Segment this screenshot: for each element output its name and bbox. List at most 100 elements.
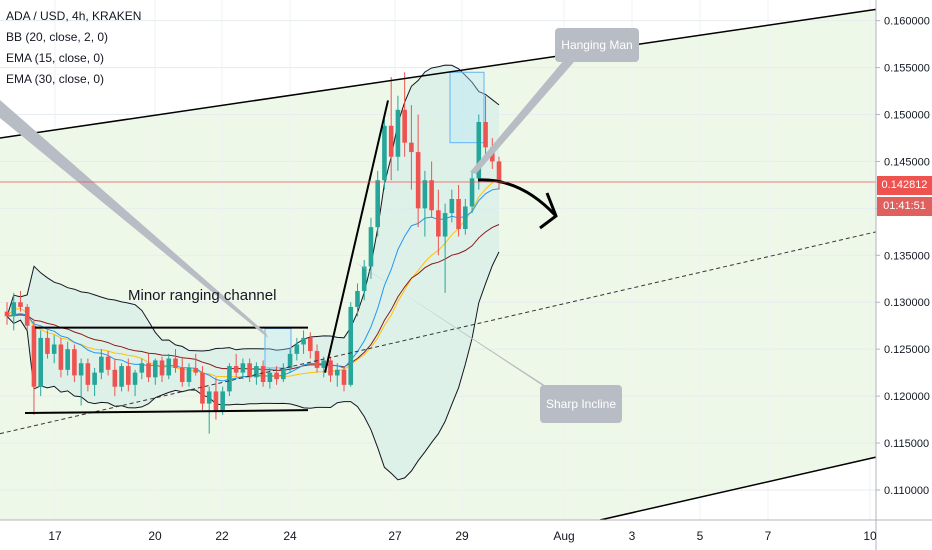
candle-body: [422, 180, 428, 209]
y-tick-label: 0.115000: [884, 438, 929, 450]
y-tick-label: 0.155000: [884, 63, 930, 75]
candle-body: [334, 369, 340, 376]
candle-body: [92, 372, 97, 385]
candle-body: [179, 367, 185, 383]
candle-body: [368, 227, 374, 267]
candle-body: [456, 198, 461, 230]
candle-body: [24, 306, 30, 326]
x-tick-label: 3: [629, 529, 636, 543]
countdown-badge: 01:41:51: [877, 197, 932, 216]
candle-body: [159, 360, 165, 376]
sharp-incline-callout[interactable]: Sharp Incline: [540, 385, 622, 423]
candle-body: [388, 125, 394, 157]
candle-body: [402, 109, 407, 143]
x-tick-label: 17: [48, 529, 62, 543]
y-tick-label: 0.120000: [884, 391, 930, 403]
y-tick-label: 0.130000: [884, 297, 930, 309]
candle-body: [132, 372, 138, 385]
candle-body: [361, 266, 367, 291]
y-tick-label: 0.145000: [884, 156, 930, 168]
minor-channel-connector: [0, 100, 268, 338]
candle-body: [281, 367, 286, 380]
candle-body: [436, 210, 441, 237]
candle-body: [126, 366, 131, 385]
y-tick-label: 0.110000: [884, 485, 929, 497]
candle-body: [173, 358, 178, 368]
candle-body: [415, 152, 421, 209]
chart-title: ADA / USD, 4h, KRAKEN: [6, 9, 142, 23]
candle-body: [206, 391, 212, 404]
candle-body: [469, 178, 475, 207]
x-tick-label: 7: [765, 529, 772, 543]
y-tick-label: 0.150000: [884, 110, 930, 122]
projection-arrowhead: [539, 192, 558, 230]
candle-body: [227, 366, 232, 392]
candle-body: [58, 344, 64, 370]
candle-body: [260, 366, 266, 383]
range-bottom-line: [24, 409, 309, 414]
candle-body: [449, 198, 455, 214]
candle-body: [328, 360, 333, 376]
candle-body: [301, 337, 306, 345]
x-tick-label: 20: [148, 529, 162, 543]
candle-body: [112, 369, 118, 387]
candle-body: [409, 142, 414, 153]
y-tick-label: 0.160000: [884, 16, 930, 28]
ema15-line: [6, 188, 500, 382]
bb-lower-line: [6, 251, 500, 481]
candle-body: [233, 366, 239, 373]
candle-body: [11, 302, 17, 317]
candle-body: [139, 363, 145, 373]
candle-body: [267, 372, 273, 383]
projection-arrow: [477, 178, 557, 217]
candle-body: [314, 351, 320, 368]
legend-bb: BB (20, close, 2, 0): [6, 30, 109, 44]
candle-body: [254, 366, 259, 378]
candle-body: [65, 349, 70, 370]
candle-body: [38, 337, 43, 387]
highlight-box-small: [264, 328, 292, 369]
candle-body: [186, 367, 192, 383]
candle-body: [99, 356, 104, 373]
hanging-man-callout[interactable]: Hanging Man: [555, 28, 639, 62]
channel-mid-line: [0, 231, 877, 435]
x-tick-label: Aug: [553, 529, 574, 543]
candle-body: [119, 366, 124, 387]
y-axis-background: [876, 0, 932, 550]
candle-body: [321, 360, 327, 368]
candle-body: [463, 206, 468, 230]
candle-body: [45, 337, 50, 354]
candle-body: [375, 180, 380, 228]
x-tick-label: 10: [863, 529, 877, 543]
candle-body: [4, 311, 10, 317]
candle-body: [341, 369, 347, 385]
candle-body: [51, 344, 57, 354]
x-tick-label: 27: [388, 529, 402, 543]
channel-upper-line: [0, 8, 877, 139]
y-tick-label: 0.135000: [884, 250, 930, 262]
candle-body: [442, 213, 448, 237]
incline-line: [324, 100, 389, 373]
candle-body: [287, 353, 293, 368]
candle-body: [85, 363, 91, 385]
candle-body: [247, 363, 252, 378]
candle-body: [348, 306, 354, 385]
candle-body: [72, 349, 77, 376]
x-tick-label: 22: [215, 529, 229, 543]
hanging-man-connector: [470, 60, 574, 174]
x-tick-label: 29: [455, 529, 469, 543]
candle-body: [105, 356, 111, 370]
candle-body: [18, 302, 23, 307]
candle-body: [476, 122, 482, 179]
candle-body: [166, 358, 172, 376]
candle-body: [193, 367, 199, 373]
candle-body: [308, 337, 313, 352]
candle-body: [240, 363, 246, 373]
channel-lower-line: [599, 456, 877, 521]
legend-ema15: EMA (15, close, 0): [6, 51, 105, 65]
candle-body: [200, 372, 205, 404]
current-price-badge: 0.142812: [877, 176, 932, 195]
candle-body: [78, 363, 84, 376]
